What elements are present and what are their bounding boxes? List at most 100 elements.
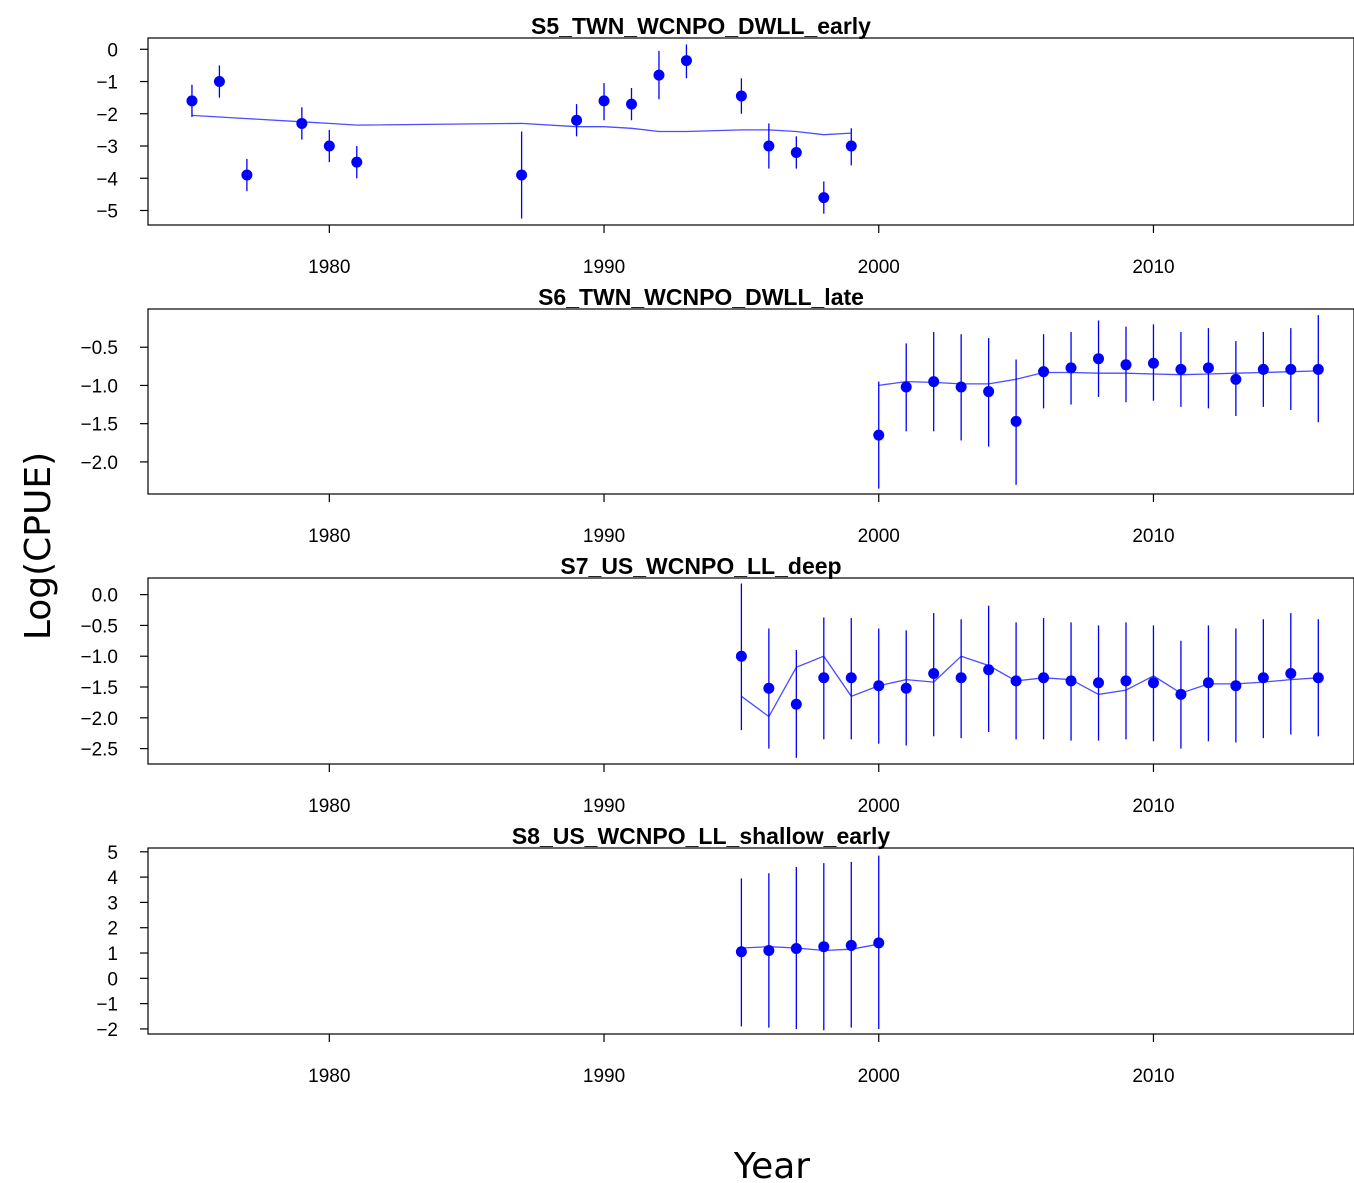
data-point xyxy=(296,117,308,129)
data-point xyxy=(598,95,610,107)
data-point xyxy=(1230,373,1242,385)
data-point xyxy=(1147,677,1159,689)
data-point xyxy=(680,55,692,67)
data-point xyxy=(1010,415,1022,427)
data-point xyxy=(873,429,885,441)
panel-2: S6_TWN_WCNPO_DWLL_late −0.5 −1.0 −1.5 −2.0 19… xyxy=(80,284,1354,547)
data-point xyxy=(790,146,802,158)
panel-title: S8_US_WCNPO_LL_shallow_early xyxy=(512,823,891,849)
data-point xyxy=(186,95,198,107)
data-point xyxy=(790,698,802,710)
y-tick-label: 1 xyxy=(107,944,118,965)
data-point xyxy=(1120,359,1132,371)
data-point xyxy=(763,944,775,956)
data-point xyxy=(845,672,857,684)
data-point xyxy=(1093,353,1105,365)
y-tick-label: −1.0 xyxy=(80,376,118,397)
x-tick-label: 2000 xyxy=(858,526,900,547)
x-tick-label: 1990 xyxy=(583,526,625,547)
y-tick-label: 4 xyxy=(107,868,118,889)
data-point xyxy=(1312,363,1324,375)
data-point xyxy=(818,941,830,953)
data-point xyxy=(1175,688,1187,700)
y-tick-label: −5 xyxy=(96,201,118,222)
x-tick-label: 1980 xyxy=(308,257,350,278)
y-tick-label: 0 xyxy=(107,969,118,990)
data-point xyxy=(983,386,995,398)
data-point xyxy=(763,682,775,694)
data-point xyxy=(1065,362,1077,374)
data-point xyxy=(928,376,940,388)
x-tick-label: 1980 xyxy=(308,796,350,817)
panel-title: S5_TWN_WCNPO_DWLL_early xyxy=(531,13,871,39)
plot-frame xyxy=(147,308,1354,495)
panel-3: S7_US_WCNPO_LL_deep 0.0 −0.5 −1.0 −1.5 −2.0 −2… xyxy=(80,553,1354,817)
y-tick-label: 3 xyxy=(107,893,118,914)
y-tick-label: −1 xyxy=(96,995,118,1016)
panel-4: S8_US_WCNPO_LL_shallow_early 5 4 3 2 1 0 −1 −2 19… xyxy=(96,823,1354,1087)
data-point xyxy=(983,664,995,676)
data-point xyxy=(790,942,802,954)
y-tick-label: −2.0 xyxy=(80,453,118,474)
y-tick-label: −1.5 xyxy=(80,415,118,436)
data-point xyxy=(900,381,912,393)
y-tick-label: 0.0 xyxy=(92,586,118,607)
data-point xyxy=(1285,363,1297,375)
y-tick-label: −2 xyxy=(96,1020,118,1041)
data-point xyxy=(900,682,912,694)
data-point xyxy=(928,667,940,679)
x-tick-label: 2010 xyxy=(1132,796,1174,817)
data-point xyxy=(1285,667,1297,679)
data-point xyxy=(351,156,363,168)
data-point xyxy=(653,69,665,81)
data-point xyxy=(1010,675,1022,687)
y-tick-label: −2.0 xyxy=(80,709,118,730)
data-point xyxy=(1147,357,1159,369)
data-point xyxy=(873,937,885,949)
x-tick-label: 2010 xyxy=(1132,257,1174,278)
data-point xyxy=(1257,672,1269,684)
data-point xyxy=(735,650,747,662)
y-tick-label: −1 xyxy=(96,73,118,94)
x-tick-label: 2000 xyxy=(858,1066,900,1087)
y-tick-label: 2 xyxy=(107,919,118,940)
y-tick-label: −2 xyxy=(96,105,118,126)
data-point xyxy=(1312,672,1324,684)
x-tick-label: 2000 xyxy=(858,796,900,817)
data-point xyxy=(1120,675,1132,687)
data-point xyxy=(1202,677,1214,689)
fitted-line xyxy=(191,114,852,136)
y-tick-label: −1.5 xyxy=(80,678,118,699)
data-point xyxy=(873,680,885,692)
data-point xyxy=(241,169,253,181)
y-tick-label: −0.5 xyxy=(80,616,118,637)
data-point xyxy=(763,140,775,152)
y-tick-label: 0 xyxy=(107,40,118,61)
x-tick-label: 2010 xyxy=(1132,526,1174,547)
data-point xyxy=(1065,675,1077,687)
plot-frame xyxy=(147,37,1354,226)
x-tick-label: 2000 xyxy=(858,257,900,278)
data-point xyxy=(323,140,335,152)
y-tick-label: −2.5 xyxy=(80,740,118,761)
x-tick-label: 1990 xyxy=(583,257,625,278)
panel-title: S6_TWN_WCNPO_DWLL_late xyxy=(538,284,864,310)
fitted-line xyxy=(741,655,1319,718)
y-tick-label: −1.0 xyxy=(80,647,118,668)
y-tick-label: −0.5 xyxy=(80,338,118,359)
data-point xyxy=(735,946,747,958)
data-point xyxy=(1093,677,1105,689)
data-point xyxy=(845,140,857,152)
panel-title: S7_US_WCNPO_LL_deep xyxy=(560,553,841,579)
x-tick-label: 1990 xyxy=(583,796,625,817)
y-tick-label: −4 xyxy=(96,169,118,190)
data-point xyxy=(818,192,830,204)
data-point xyxy=(1175,363,1187,375)
x-tick-label: 2010 xyxy=(1132,1066,1174,1087)
data-point xyxy=(1257,363,1269,375)
data-point xyxy=(516,169,528,181)
data-point xyxy=(1202,362,1214,374)
data-point xyxy=(1230,680,1242,692)
plot-frame xyxy=(147,847,1354,1035)
